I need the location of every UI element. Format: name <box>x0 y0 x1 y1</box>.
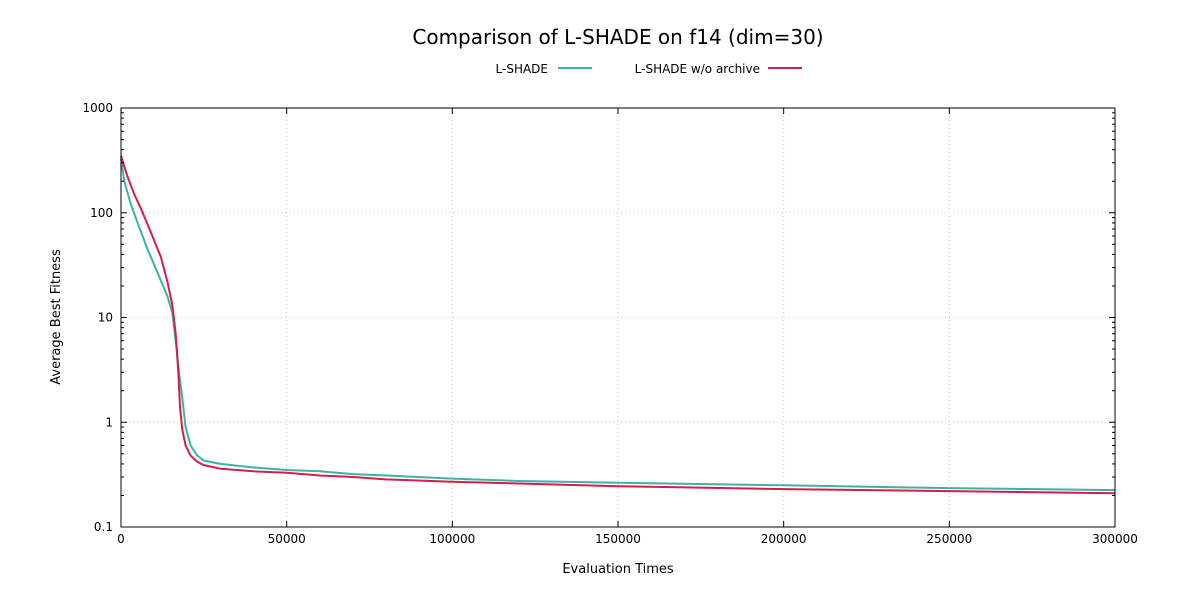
y-axis-label: Average Best Fitness <box>49 249 64 385</box>
ticks: 0 50000 100000 150000 200000 250000 300000 0.1 1… <box>82 101 1137 546</box>
legend-label-lshade-wo-archive: L-SHADE w/o archive <box>635 62 760 76</box>
series-line-lshade <box>120 158 1116 492</box>
x-tick-label: 100000 <box>429 532 475 546</box>
legend-label-lshade: L-SHADE <box>496 62 548 76</box>
x-axis-label: Evaluation Times <box>562 562 674 577</box>
grid <box>121 108 1115 527</box>
series-line-lshade-wo-archive <box>120 155 1116 495</box>
x-tick-label: 150000 <box>595 532 641 546</box>
y-tick-label: 0.1 <box>94 520 113 534</box>
x-tick-label: 300000 <box>1092 532 1138 546</box>
chart-title: Comparison of L-SHADE on f14 (dim=30) <box>412 25 823 49</box>
x-tick-label: 250000 <box>926 532 972 546</box>
y-tick-label: 10 <box>98 311 113 325</box>
y-tick-label: 100 <box>90 206 113 220</box>
series-group <box>120 155 1116 495</box>
x-tick-label: 0 <box>117 532 125 546</box>
x-tick-label: 200000 <box>761 532 807 546</box>
legend: L-SHADE L-SHADE w/o archive <box>496 62 802 76</box>
y-tick-label: 1000 <box>82 101 113 115</box>
x-tick-label: 50000 <box>268 532 306 546</box>
y-tick-label: 1 <box>105 415 113 429</box>
